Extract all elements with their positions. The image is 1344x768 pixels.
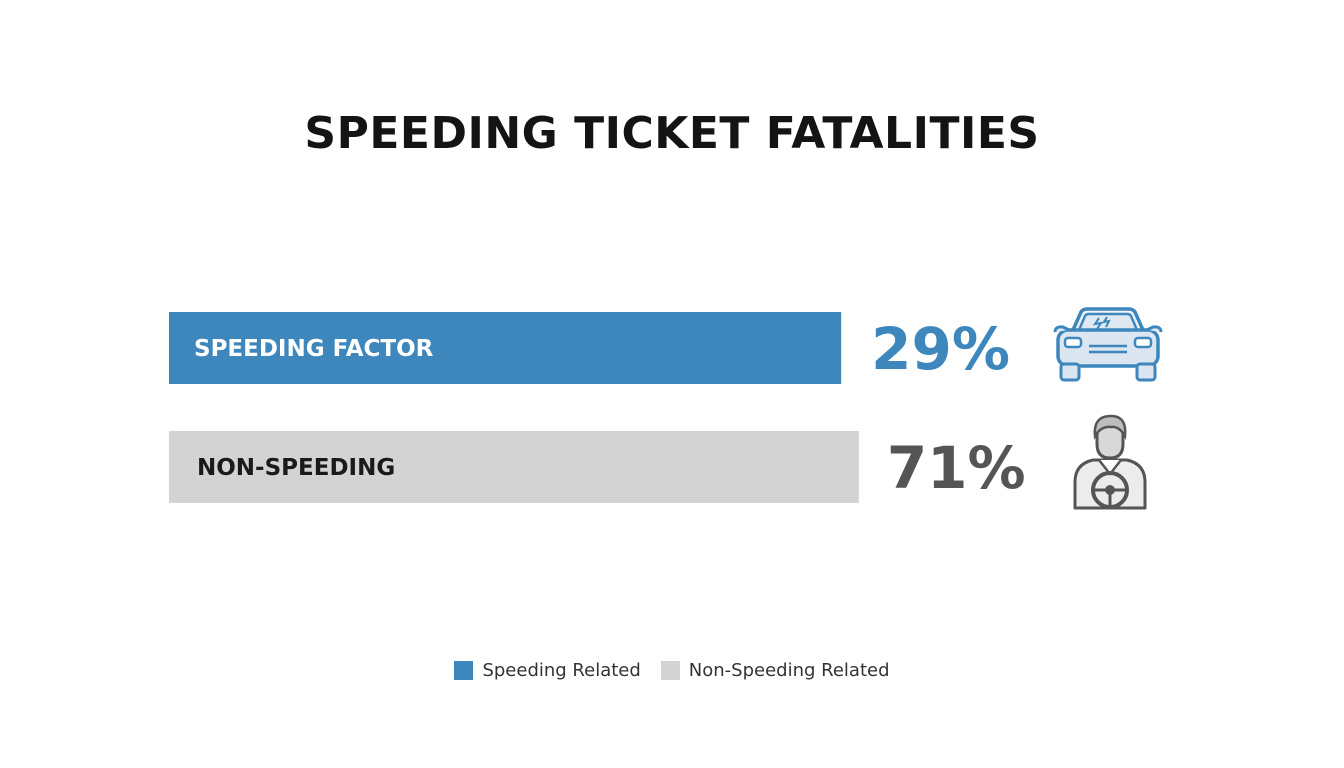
value-label-speeding: 29% bbox=[871, 315, 1010, 383]
driver-icon bbox=[1073, 414, 1147, 510]
legend-swatch-non-speeding bbox=[660, 661, 680, 680]
bar-label-speeding: SPEEDING FACTOR bbox=[194, 336, 434, 362]
legend-label-speeding: Speeding Related bbox=[482, 660, 641, 681]
bar-non-speeding bbox=[169, 431, 859, 503]
legend-label-non-speeding: Non-Speeding Related bbox=[688, 660, 890, 681]
car-icon bbox=[1053, 307, 1163, 382]
bar-speeding bbox=[169, 312, 842, 384]
bars-layer: SPEEDING FACTOR 29% NON-SPEEDING 71% bbox=[169, 312, 1026, 503]
value-label-non-speeding: 71% bbox=[887, 434, 1026, 502]
legend-item-speeding: Speeding Related bbox=[454, 660, 641, 681]
legend: Speeding Related Non-Speeding Related bbox=[0, 660, 1344, 681]
legend-item-non-speeding: Non-Speeding Related bbox=[660, 660, 890, 681]
legend-swatch-speeding bbox=[454, 661, 474, 680]
bar-label-non-speeding: NON-SPEEDING bbox=[197, 455, 395, 481]
chart-title: SPEEDING TICKET FATALITIES bbox=[304, 108, 1040, 159]
